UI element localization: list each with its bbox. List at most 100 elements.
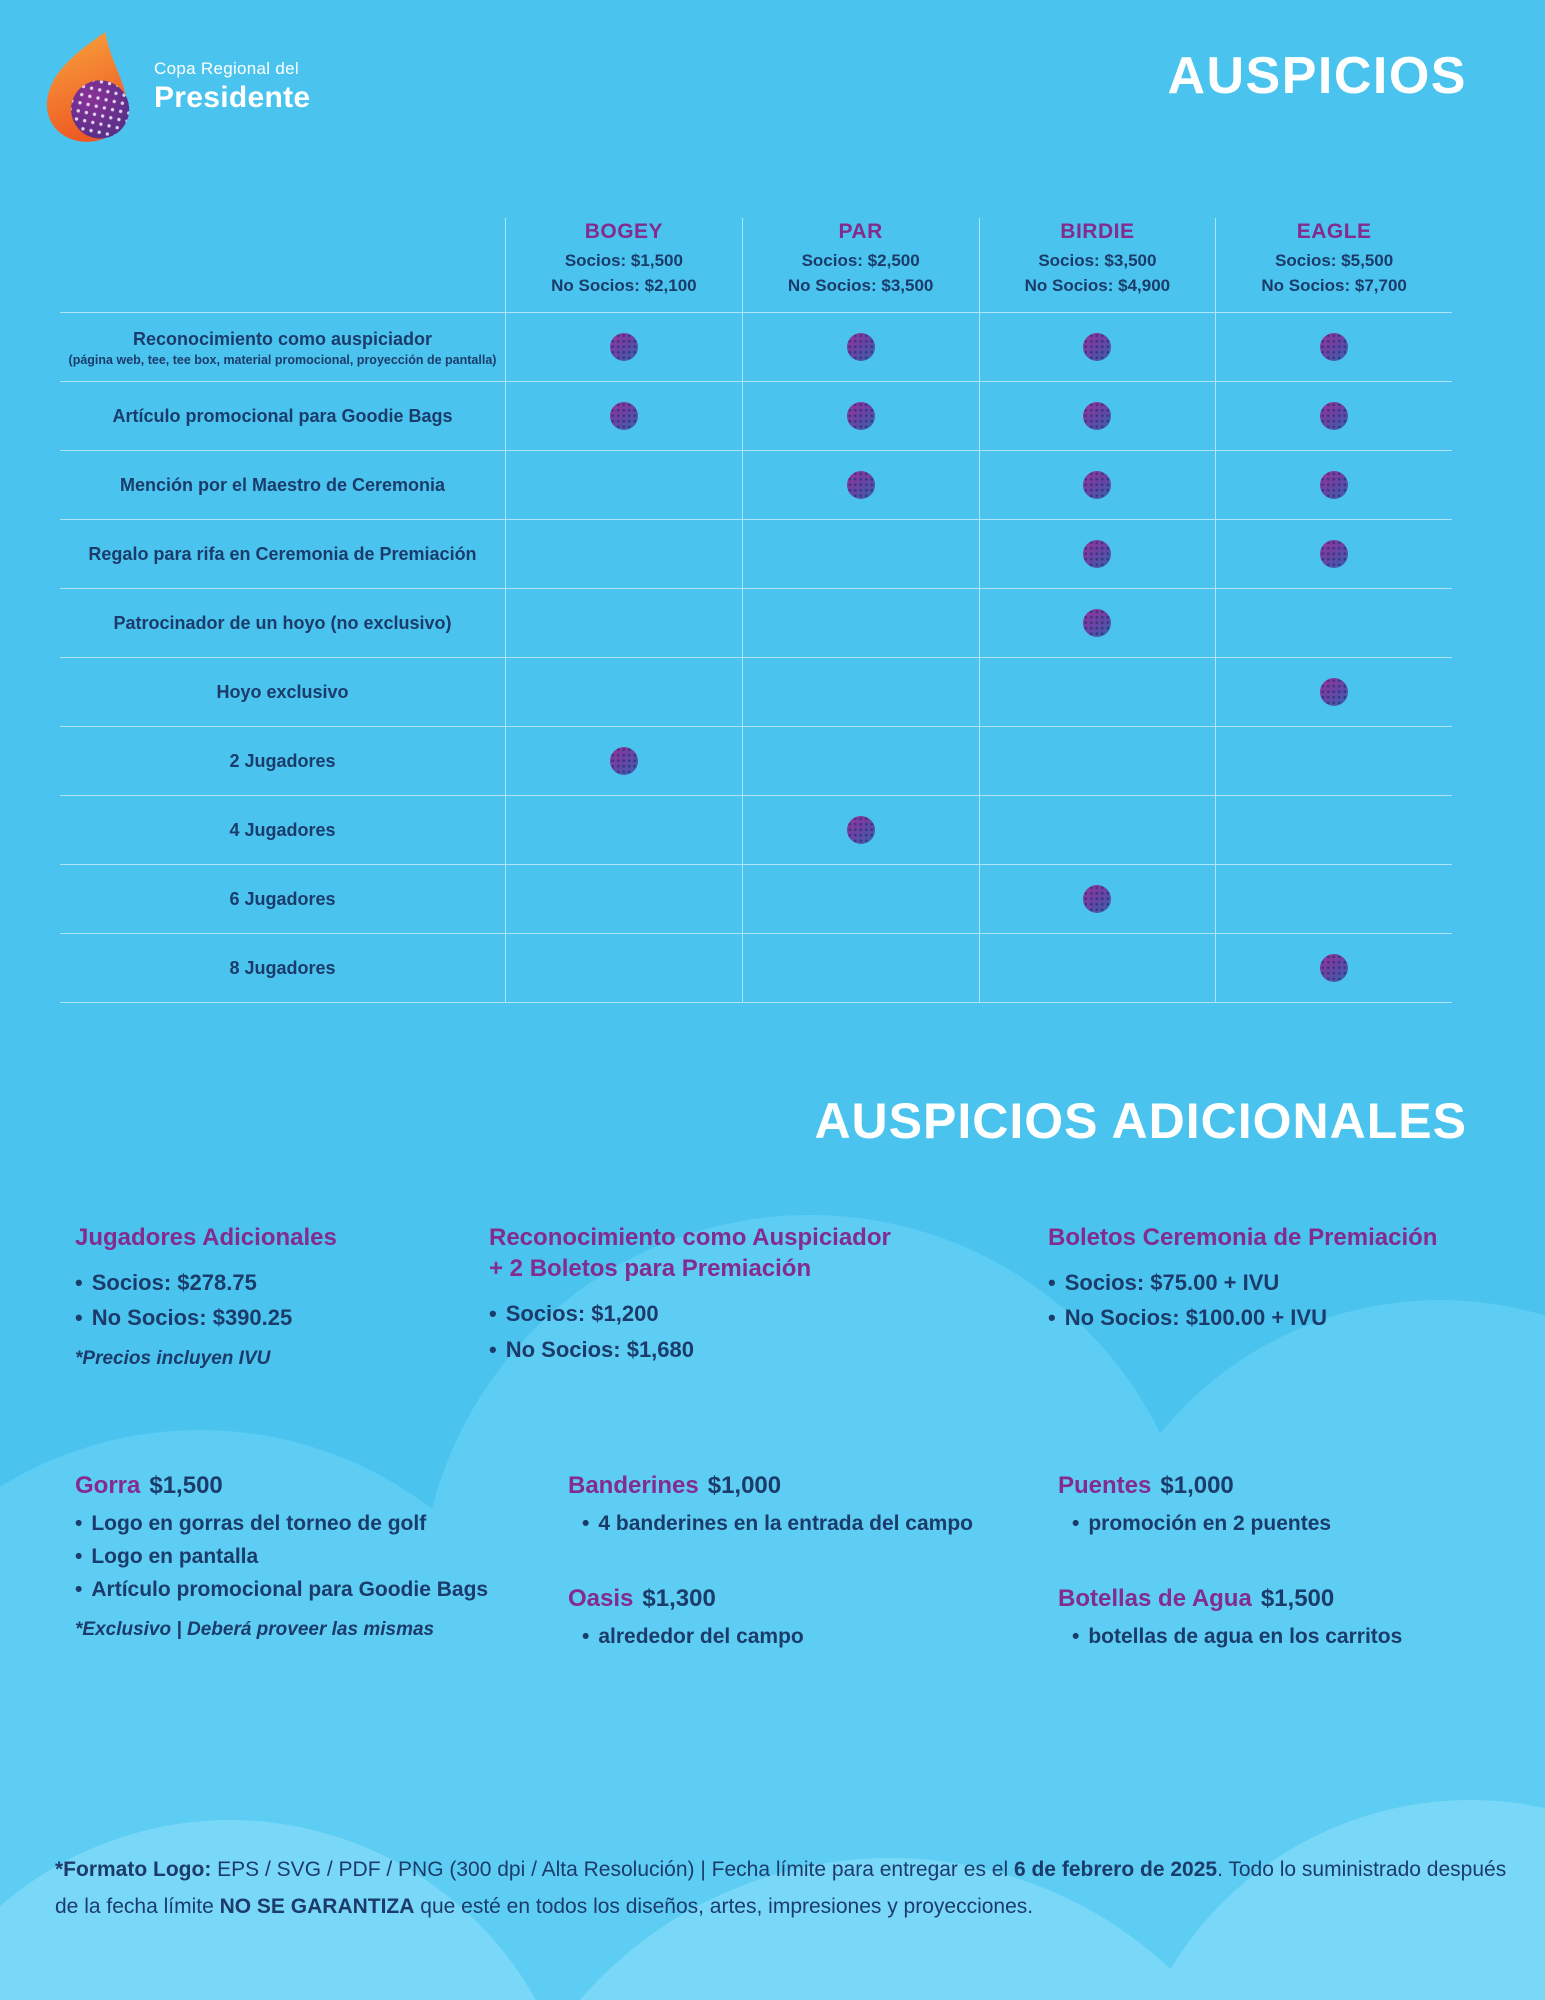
row-label: 8 Jugadores	[229, 958, 336, 979]
adicional-bullet-item: • No Socios: $100.00 + IVU	[1048, 1300, 1528, 1335]
row-label: Regalo para rifa en Ceremonia de Premiac…	[88, 544, 477, 565]
footer-text: *Formato Logo: EPS / SVG / PDF / PNG (30…	[55, 1852, 1510, 1926]
table-row: Artículo promocional para Goodie Bags	[60, 381, 1452, 451]
tier-price-no-socios: No Socios: $3,500	[787, 275, 934, 295]
tier-cell	[741, 451, 979, 520]
golfball-icon	[846, 402, 875, 431]
golfball-icon	[1320, 954, 1349, 983]
adicional-bullet-item: • 4 banderines en la entrada del campo	[568, 1508, 1038, 1541]
bullet-icon: •	[489, 1301, 497, 1327]
adicional-block: Puentes $1,000 • promoción en 2 puentes	[1058, 1472, 1538, 1541]
tier-cell	[978, 451, 1216, 520]
bullet-icon: •	[1048, 1305, 1056, 1331]
tier-cell	[741, 520, 979, 589]
adicional-note: *Precios incluyen IVU	[75, 1347, 271, 1369]
tier-cell	[1215, 382, 1452, 451]
table-corner-cell	[60, 218, 505, 312]
adicional-column: Boletos Ceremonia de Premiación • Socios: …	[1048, 1222, 1528, 1336]
adicional-item-text: Socios: $1,200	[505, 1301, 659, 1327]
golfball-icon	[1083, 885, 1112, 914]
adicional-block-title: Banderines $1,000	[568, 1472, 1038, 1500]
tier-cell	[505, 451, 742, 520]
row-label-cell: 8 Jugadores	[60, 934, 505, 1002]
adicional-title-line: Reconocimiento como Auspiciador	[489, 1224, 891, 1251]
tier-price-socios: Socios: $3,500	[1038, 251, 1157, 270]
footer-segment: 6 de febrero de 2025	[1013, 1858, 1218, 1881]
adicional-bullet-item: • No Socios: $390.25	[75, 1300, 425, 1335]
adicional-bullet-item: • botellas de agua en los carritos	[1058, 1621, 1538, 1654]
table-row: 8 Jugadores	[60, 933, 1452, 1003]
tier-cell	[505, 727, 742, 796]
row-label: 2 Jugadores	[229, 751, 336, 772]
adicional-block-price: $1,300	[642, 1584, 716, 1612]
golfball-icon	[609, 402, 638, 431]
adicional-title: Jugadores Adicionales	[75, 1222, 425, 1253]
footer-segment: que esté en todos los diseños, artes, im…	[414, 1894, 1034, 1918]
adicional-item-text: 4 banderines en la entrada del campo	[598, 1512, 973, 1535]
adicional-block-name: Gorra	[75, 1472, 141, 1499]
tier-cell	[978, 313, 1216, 382]
adicional-title: Reconocimiento como Auspiciador + 2 Bolet…	[489, 1222, 969, 1284]
row-label: Hoyo exclusivo	[216, 682, 349, 703]
section-title-adicionales: AUSPICIOS ADICIONALES	[814, 1093, 1467, 1149]
table-row: 4 Jugadores	[60, 795, 1452, 865]
table-row: Patrocinador de un hoyo (no exclusivo)	[60, 588, 1452, 658]
bullet-icon: •	[1072, 1624, 1080, 1648]
tier-name: EAGLE	[1296, 220, 1372, 243]
adicional-column: Jugadores Adicionales • Socios: $278.75 • No…	[75, 1222, 425, 1370]
adicional-bullet-item: • Artículo promocional para Goodie Bags	[75, 1574, 535, 1607]
table-row: 6 Jugadores	[60, 864, 1452, 934]
adicional-item-text: promoción en 2 puentes	[1088, 1512, 1332, 1535]
table-row: Mención por el Maestro de Ceremonia	[60, 450, 1452, 520]
bullet-icon: •	[75, 1270, 83, 1296]
tier-table: BOGEY Socios: $1,500 No Socios: $2,100 PAR S…	[60, 218, 1452, 1004]
tier-cell	[978, 727, 1216, 796]
tier-header: BOGEY Socios: $1,500 No Socios: $2,100	[505, 218, 742, 313]
tier-cell	[978, 520, 1216, 589]
adicional-block-price: $1,000	[707, 1472, 782, 1499]
adicional-bullet-item: • Logo en gorras del torneo de golf	[75, 1508, 535, 1541]
adicional-block-price: $1,000	[1160, 1472, 1234, 1499]
adicional-block-name: Puentes	[1058, 1472, 1152, 1499]
table-row: Reconocimiento como auspiciador (página w…	[60, 312, 1452, 382]
band2-column: Banderines $1,000 • 4 banderines en la entr…	[568, 1472, 1038, 1654]
adicional-block-price: $1,500	[1260, 1584, 1335, 1612]
adicional-block-title: Puentes $1,000	[1058, 1472, 1538, 1500]
adicional-item-text: No Socios: $390.25	[91, 1305, 293, 1331]
row-label-cell: Patrocinador de un hoyo (no exclusivo)	[60, 589, 505, 657]
tier-cell	[978, 934, 1216, 1003]
tier-cell	[1215, 589, 1452, 658]
tier-cell	[741, 934, 979, 1003]
adicional-item-text: Logo en gorras del torneo de golf	[91, 1512, 427, 1535]
adicional-column: Reconocimiento como Auspiciador + 2 Bolet…	[489, 1222, 969, 1367]
row-label-cell: Mención por el Maestro de Ceremonia	[60, 451, 505, 519]
adicional-item-text: alrededor del campo	[598, 1624, 804, 1648]
tier-cell	[1215, 796, 1452, 865]
golfball-icon	[1320, 471, 1349, 500]
tier-cell	[978, 589, 1216, 658]
tier-cell	[1215, 865, 1452, 934]
adicional-item-text: No Socios: $1,680	[505, 1336, 695, 1362]
tier-cell	[505, 520, 742, 589]
row-label: Reconocimiento como auspiciador	[132, 328, 433, 349]
adicional-block: Gorra $1,500 • Logo en gorras del torneo de…	[75, 1472, 535, 1641]
tier-cell	[1215, 520, 1452, 589]
adicional-title-line: + 2 Boletos para Premiación	[489, 1255, 812, 1283]
adicional-item-text: Artículo promocional para Goodie Bags	[91, 1577, 489, 1601]
row-label: Artículo promocional para Goodie Bags	[112, 406, 453, 427]
adicional-title-line: Boletos Ceremonia de Premiación	[1048, 1224, 1438, 1251]
golfball-icon	[609, 747, 638, 776]
row-label-cell: Regalo para rifa en Ceremonia de Premiac…	[60, 520, 505, 588]
footer-segment: . Todo lo suministrado después de la fec…	[55, 1858, 1507, 1918]
bullet-icon: •	[75, 1512, 83, 1535]
adicional-title: Boletos Ceremonia de Premiación	[1048, 1222, 1528, 1253]
row-label: 6 Jugadores	[229, 889, 336, 910]
adicional-title-line: Jugadores Adicionales	[75, 1224, 337, 1251]
table-row: 2 Jugadores	[60, 726, 1452, 796]
tier-cell	[505, 796, 742, 865]
adicional-bullet-item: • Logo en pantalla	[75, 1541, 535, 1574]
row-label-cell: 4 Jugadores	[60, 796, 505, 864]
golfball-icon	[846, 816, 875, 845]
bullet-icon: •	[1072, 1512, 1080, 1535]
adicional-item-text: No Socios: $100.00 + IVU	[1064, 1305, 1327, 1331]
